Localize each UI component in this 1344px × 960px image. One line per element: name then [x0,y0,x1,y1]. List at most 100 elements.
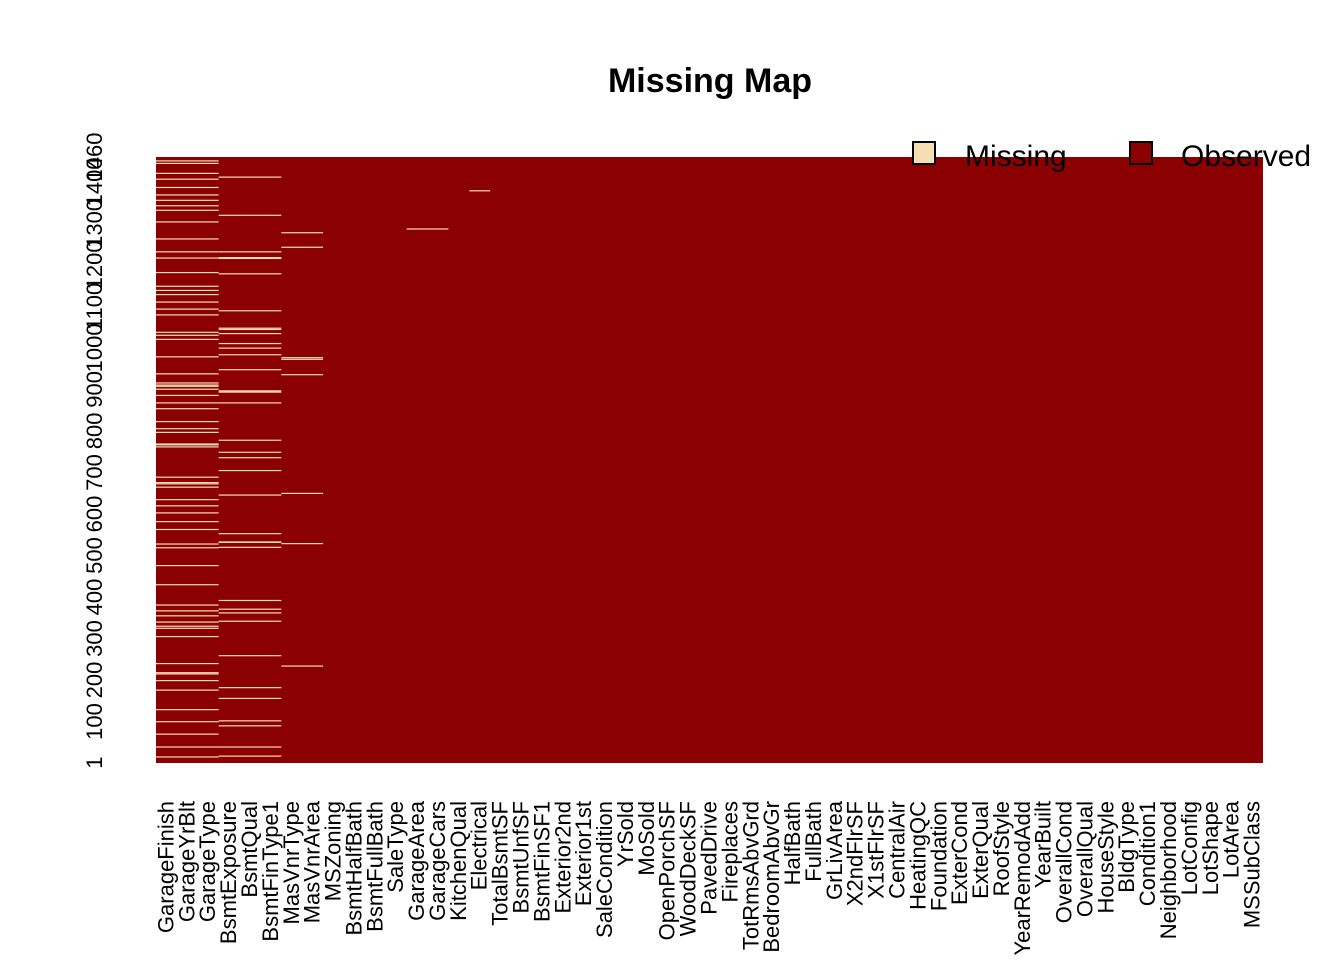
x-tick-label: SaleType [383,801,408,893]
missing-cell [156,338,219,340]
missing-cell [156,356,219,358]
missing-cell [218,354,282,356]
y-tick-label: 400 [82,579,107,616]
x-tick-label: Exterior1st [571,801,596,906]
missing-cell [218,494,282,496]
missing-cell [156,446,219,448]
missing-cell [218,402,282,404]
missing-cell [218,620,282,622]
missing-cell [156,373,219,375]
missing-cell [156,289,219,292]
missing-cell [156,625,219,627]
missing-cell [156,251,219,253]
missing-cell [156,635,219,638]
plot-area [156,157,1263,763]
missing-cell [156,271,219,274]
x-tick-label: BsmtFinType1 [258,801,283,942]
missing-cell [281,232,324,234]
missing-cell [156,431,219,433]
y-tick-label: 1000 [82,323,107,372]
missing-cell [281,246,324,248]
missing-cell [156,499,219,501]
x-tick-label: GarageCars [425,801,450,921]
missing-cell [156,746,219,748]
missing-cell [218,369,282,371]
missing-cell [218,310,282,312]
missing-cell [218,257,282,259]
missing-cell [156,610,219,612]
x-tick-label: MSZoning [321,801,346,901]
missing-cell [156,257,219,259]
x-tick-label: MasVnrArea [300,800,325,923]
missing-cell [156,205,219,207]
missing-cell [156,709,219,711]
y-tick-label: 1460 [82,133,107,182]
x-tick-label: LotArea [1219,800,1244,878]
x-tick-label: Condition1 [1135,801,1160,906]
missing-cell [156,331,219,333]
x-tick-label: YearBuilt [1031,801,1056,888]
missing-cell [156,388,219,390]
missing-cell [156,662,219,665]
y-tick-label: 200 [82,662,107,699]
y-tick-label: 1300 [82,199,107,248]
x-tick-label: RoofStyle [989,801,1014,896]
missing-cell [156,199,219,201]
x-tick-label: PavedDrive [697,801,722,915]
missing-cell [156,505,219,507]
missing-cell [218,176,282,178]
missing-cell [218,655,282,657]
missing-cell [156,162,219,165]
missing-cell [156,238,219,240]
missing-cell [156,314,219,316]
x-tick-label: KitchenQual [446,801,471,921]
missing-cell [156,384,219,386]
x-tick-label: GarageYrBlt [174,801,199,922]
x-tick-label: GarageType [195,801,220,922]
missing-cell [281,543,324,545]
x-tick-label: GrLivArea [822,800,847,900]
x-tick-label: HalfBath [780,801,805,885]
missing-cell [156,293,219,296]
y-tick-label: 700 [82,454,107,491]
missing-cell [218,720,282,722]
x-tick-label: BsmtQual [237,801,262,898]
x-tick-label: BsmtExposure [216,801,241,944]
y-axis-labels: 1460140013001200110010009008007006005004… [82,133,107,769]
x-tick-label: Electrical [467,801,492,890]
chart-title: Missing Map [608,62,812,100]
missing-cell [156,543,219,545]
missing-cell [156,486,219,488]
missing-cell [156,672,219,674]
y-tick-label: 1 [82,756,107,768]
missing-cell [281,492,324,494]
missing-cell [218,439,282,441]
x-tick-label: BsmtUnfSF [509,801,534,913]
y-tick-label: 500 [82,537,107,574]
missing-cell [218,541,282,543]
missing-cell [218,599,282,602]
x-tick-label: TotRmsAbvGrd [738,801,763,950]
missing-cell [156,679,219,682]
x-tick-label: Fireplaces [717,801,742,902]
y-tick-label: 600 [82,496,107,533]
missing-cell [406,228,449,230]
missing-cell [218,746,282,748]
missing-cell [218,469,282,472]
x-tick-label: MasVnrType [279,801,304,925]
x-tick-label: OpenPorchSF [655,801,680,940]
y-tick-label: 1200 [82,240,107,289]
missing-cell [218,390,282,392]
x-tick-label: CentralAir [885,801,910,899]
missing-cell [218,725,282,727]
x-tick-label: BsmtFullBath [362,801,387,932]
missing-cell [156,186,219,189]
x-tick-label: GarageFinish [153,801,178,933]
missing-cell [281,358,324,360]
missing-cell [156,172,219,174]
missing-cell [156,476,219,478]
missing-cell [218,251,282,253]
missing-cell [156,604,219,606]
missing-cell [156,334,219,336]
missing-cell [156,565,219,567]
